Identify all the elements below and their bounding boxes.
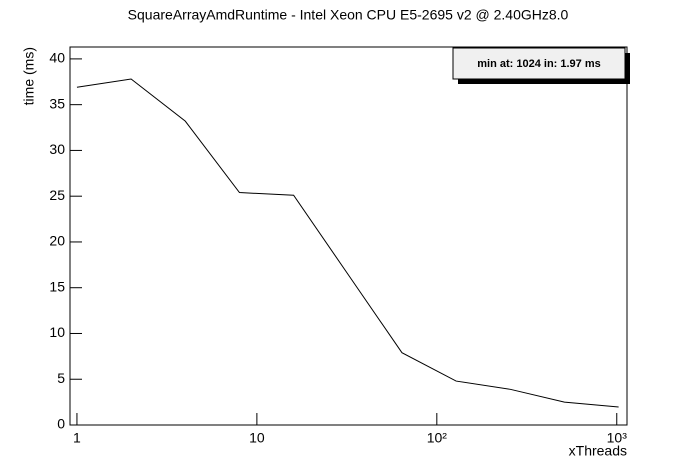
y-tick-label: 10 — [49, 324, 65, 340]
y-tick-label: 30 — [49, 141, 65, 157]
annotation: min at: 1024 in: 1.97 ms — [477, 58, 601, 70]
data-line — [76, 78, 619, 408]
chart-title: SquareArrayAmdRuntime - Intel Xeon CPU E… — [128, 7, 569, 23]
x-tick-label: 1 — [73, 430, 81, 446]
annotation-box — [452, 47, 626, 80]
x-axis-label: xThreads — [569, 443, 627, 459]
y-tick-label: 35 — [49, 95, 65, 111]
x-tick-label: 10³ — [607, 430, 628, 446]
y-tick-label: 5 — [57, 370, 65, 386]
y-axis-label: time (ms) — [21, 47, 37, 105]
y-tick-label: 25 — [49, 187, 65, 203]
y-tick-label: 0 — [57, 416, 65, 432]
y-tick-label: 15 — [49, 278, 65, 294]
y-tick-label: 40 — [49, 50, 65, 66]
y-tick-label: 20 — [49, 233, 65, 249]
frame — [69, 46, 628, 426]
x-tick-label: 10² — [427, 430, 448, 446]
x-tick-label: 10 — [249, 430, 265, 446]
